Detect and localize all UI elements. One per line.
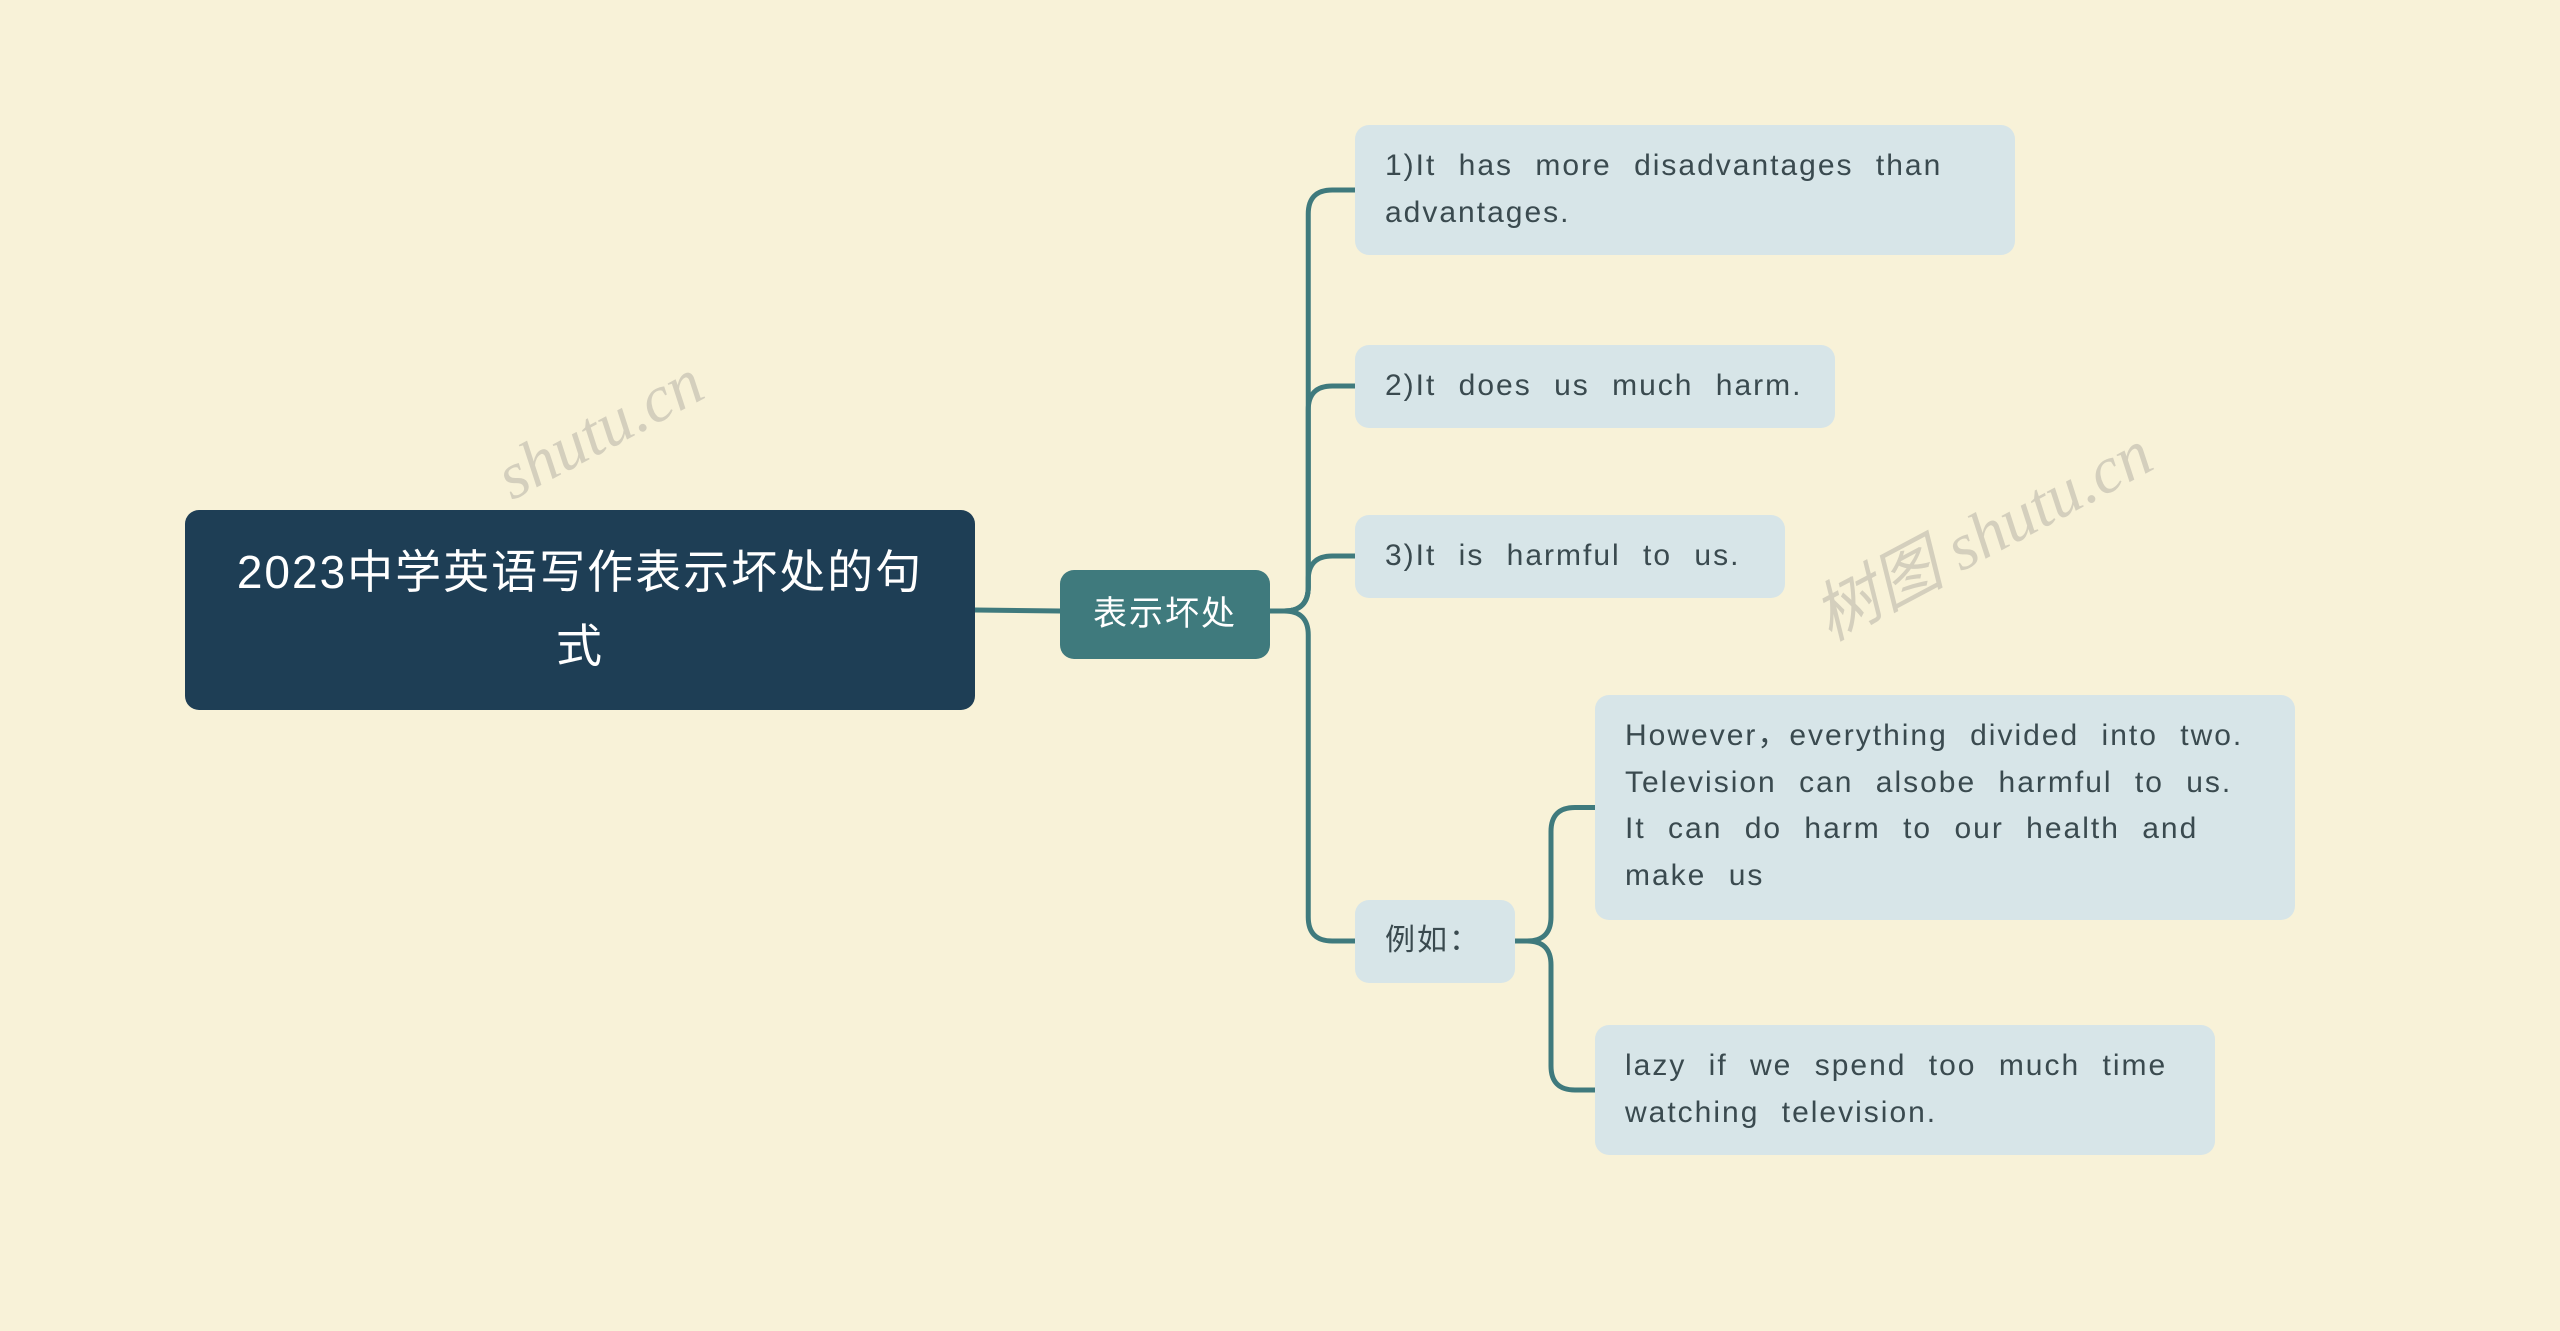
root-node: 2023中学英语写作表示坏处的句式 <box>185 510 975 710</box>
watermark: 树图 shutu.cn <box>1794 401 2166 660</box>
watermark: shutu.cn <box>484 344 716 515</box>
leaf-node-example-b: lazy if we spend too much time watching … <box>1595 1025 2215 1155</box>
leaf-node-1: 1)It has more disadvantages than advanta… <box>1355 125 2015 255</box>
leaf-node-3: 3)It is harmful to us. <box>1355 515 1785 598</box>
branch-node-disadvantages: 表示坏处 <box>1060 570 1270 659</box>
mindmap-canvas: 2023中学英语写作表示坏处的句式 表示坏处 1)It has more dis… <box>0 0 2560 1331</box>
leaf-node-example: 例如： <box>1355 900 1515 983</box>
leaf-node-example-a: However，everything divided into two. Tel… <box>1595 695 2295 920</box>
leaf-node-2: 2)It does us much harm. <box>1355 345 1835 428</box>
